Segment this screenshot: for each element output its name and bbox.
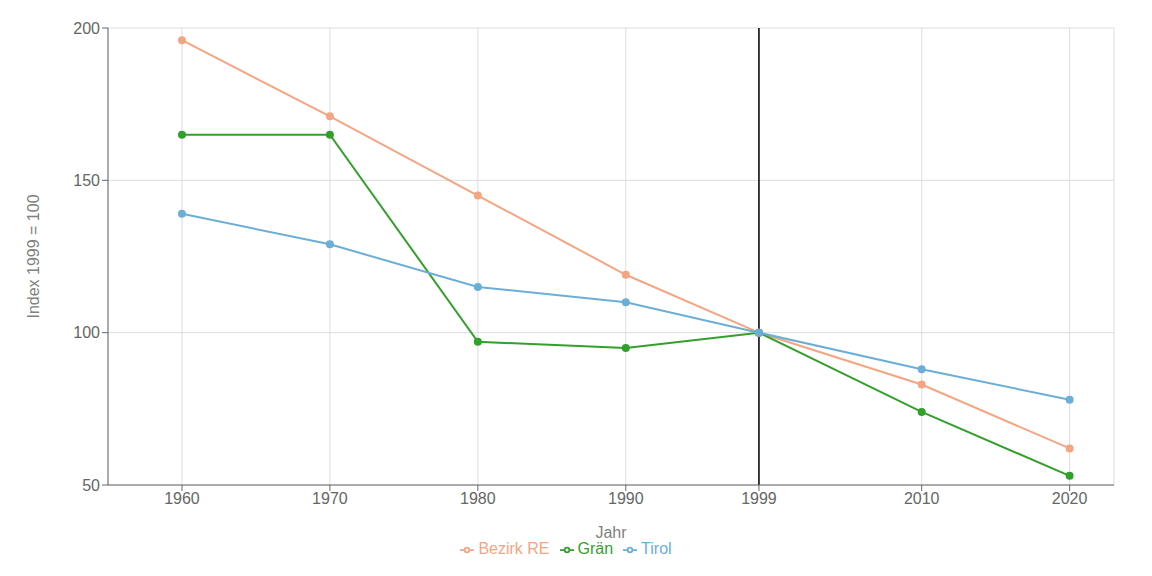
svg-text:200: 200 (73, 20, 100, 37)
html-text:Grän: Grän (577, 540, 614, 557)
html-text:Bezirk RE: Bezirk RE (478, 540, 550, 557)
svg-text:Index 1999 = 100: Index 1999 = 100 (25, 194, 42, 318)
svg-text:1960: 1960 (164, 490, 200, 507)
svg-text:Jahr: Jahr (595, 524, 627, 541)
svg-text:2020: 2020 (1052, 490, 1088, 507)
svg-text:50: 50 (82, 477, 100, 494)
svg-text:1970: 1970 (312, 490, 348, 507)
html-text:Tirol: Tirol (641, 540, 672, 557)
svg-text:1990: 1990 (608, 490, 644, 507)
svg-text:1980: 1980 (460, 490, 496, 507)
svg-text:100: 100 (73, 324, 100, 341)
svg-text:1999: 1999 (741, 490, 777, 507)
svg-text:2010: 2010 (904, 490, 940, 507)
svg-text:150: 150 (73, 172, 100, 189)
